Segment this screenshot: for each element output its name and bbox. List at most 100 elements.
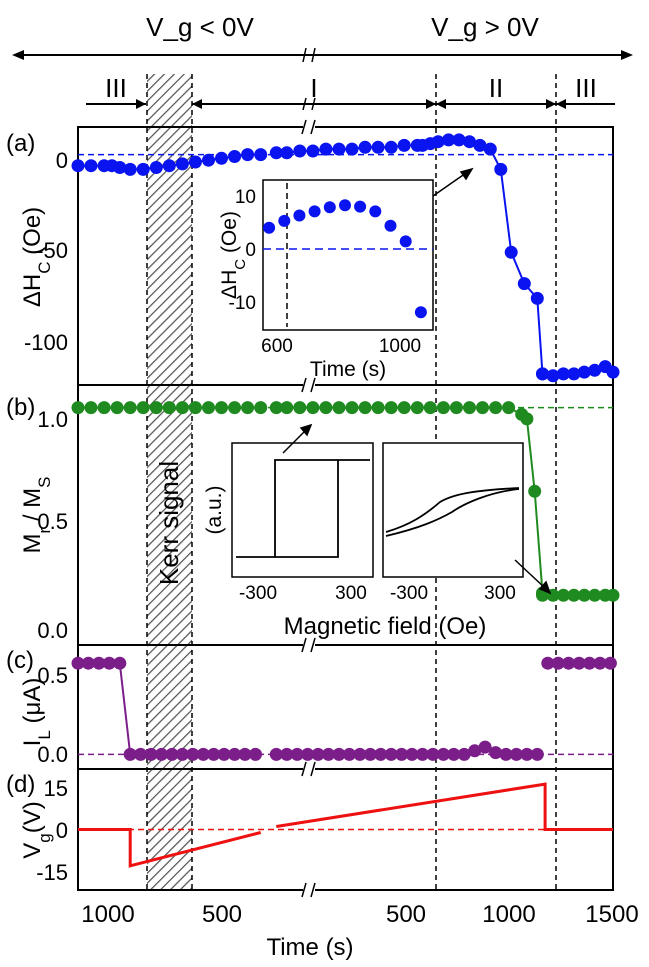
data-point (238, 747, 252, 761)
data-point (567, 367, 581, 381)
data-point (530, 291, 544, 305)
inset-a: ΔHC (Oe) 10 0 -10 600 1000 Time (s) (218, 179, 434, 381)
data-point (123, 162, 137, 176)
data-point (269, 146, 283, 160)
data-point (397, 401, 411, 415)
slanted-hysteresis-loop (385, 487, 520, 533)
a-ytick: 0 (56, 148, 68, 173)
data-point (449, 401, 463, 415)
c-ytick: 0.5 (37, 663, 68, 688)
data-point (572, 656, 586, 670)
data-point (426, 747, 440, 761)
data-point (186, 747, 200, 761)
inset-a-ylabel: ΔHC (Oe) (218, 211, 249, 299)
data-point (306, 144, 320, 158)
data-point (436, 747, 450, 761)
data-point (371, 401, 385, 415)
inset-b-ylabel: (a.u.) (203, 485, 226, 534)
inset-a-xtick: 1000 (379, 336, 421, 357)
series-line (78, 828, 262, 868)
top-annotations: V_g < 0V V_g > 0V III I II III (12, 12, 633, 111)
data-point (473, 138, 487, 152)
data-point (520, 412, 534, 426)
data-point (254, 148, 268, 162)
data-point (345, 142, 359, 156)
data-point (290, 747, 304, 761)
data-point (442, 133, 456, 147)
data-point (588, 588, 602, 602)
x-tick: 500 (386, 901, 426, 928)
square-hysteresis-loop (236, 459, 370, 558)
data-point (384, 401, 398, 415)
data-point (509, 747, 523, 761)
data-point (517, 277, 531, 291)
data-point (162, 401, 176, 415)
data-point (345, 401, 359, 415)
inset-a-ytick: 10 (235, 187, 256, 208)
data-point (353, 747, 367, 761)
inset-b-xlabel: Magnetic field (Oe) (284, 613, 487, 640)
vg-negative-label: V_g < 0V (146, 12, 254, 42)
data-point (606, 588, 620, 602)
vg-positive-label: V_g > 0V (431, 12, 539, 42)
inset-b-xtick: -300 (239, 583, 277, 604)
d-ytick: 15 (44, 776, 68, 801)
data-point (520, 747, 534, 761)
data-point (217, 747, 231, 761)
data-point (423, 401, 437, 415)
data-point (207, 747, 221, 761)
data-point (241, 148, 255, 162)
data-point (397, 138, 411, 152)
inset-data-point (308, 205, 321, 218)
data-point (583, 656, 596, 670)
data-point (188, 155, 202, 169)
data-point (504, 245, 518, 259)
data-point (84, 159, 98, 173)
data-point (202, 153, 215, 167)
d-ytick: -15 (36, 860, 68, 885)
data-point (301, 747, 315, 761)
inset-a-xlabel: Time (s) (310, 358, 386, 381)
data-point (556, 367, 570, 381)
data-point (528, 484, 542, 498)
data-point (293, 144, 307, 158)
data-point (149, 161, 163, 174)
data-point (92, 656, 106, 670)
region-label-ii: II (489, 73, 503, 103)
inset-a-xtick: 600 (261, 336, 293, 357)
data-point (269, 401, 283, 415)
data-point (489, 746, 503, 760)
data-point (228, 747, 242, 761)
data-point (499, 747, 513, 761)
data-point (113, 161, 127, 174)
x-tick: 500 (202, 901, 242, 928)
data-point (149, 401, 163, 415)
data-point (280, 146, 294, 160)
data-point (249, 747, 262, 761)
inset-data-point (263, 221, 276, 234)
inset-data-point (293, 209, 306, 222)
panel-label-a: (a) (6, 130, 35, 157)
data-point (188, 401, 202, 415)
inset-b: (a.u.) -300 300 -300 300 Magnetic field … (203, 442, 524, 640)
inset-data-point (414, 306, 427, 319)
data-point (71, 159, 85, 173)
data-point (215, 401, 228, 415)
a-ytick: -100 (24, 330, 68, 355)
panel-label-b: (b) (6, 394, 35, 421)
data-point (436, 401, 450, 415)
data-point (71, 401, 85, 415)
data-point (457, 747, 471, 761)
x-axis-label: Time (s) (266, 934, 353, 961)
data-point (478, 740, 492, 754)
data-point (416, 747, 429, 761)
data-point (134, 747, 148, 761)
data-point (546, 369, 560, 383)
data-marks (71, 133, 620, 868)
b-ytick: 0.0 (37, 618, 68, 643)
x-tick: 1500 (585, 901, 638, 928)
data-point (102, 656, 116, 670)
panel-label-c: (c) (6, 647, 34, 674)
data-point (136, 401, 150, 415)
data-point (136, 162, 150, 176)
